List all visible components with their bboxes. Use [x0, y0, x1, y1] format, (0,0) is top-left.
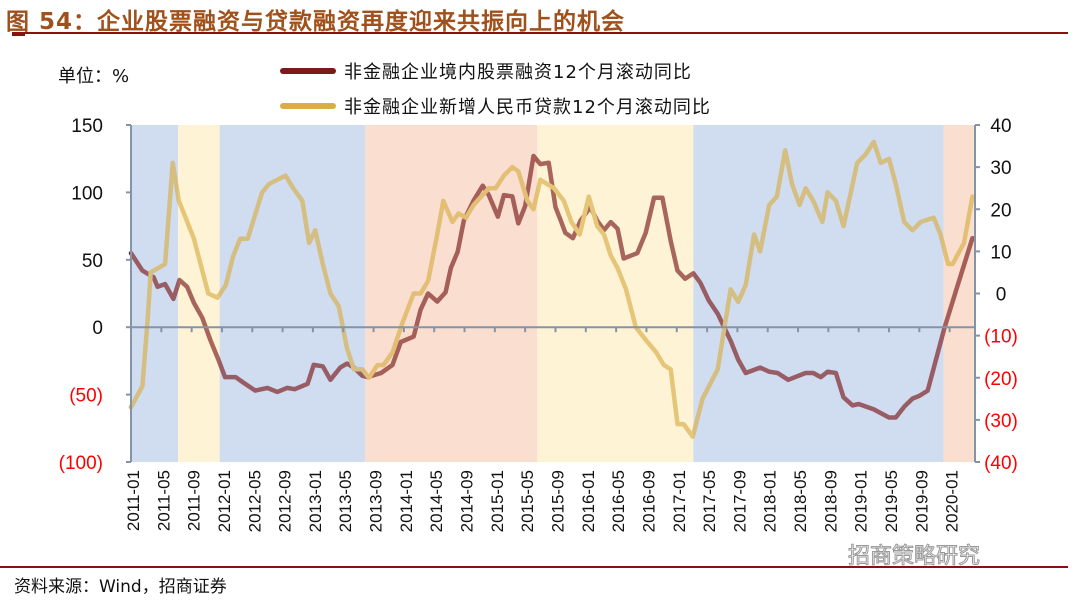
region-tint-pink: [365, 125, 538, 462]
right-tick-label: 10: [990, 242, 1011, 263]
right-tick-label: 30: [990, 158, 1011, 179]
x-tick-label: 2012-09: [276, 470, 295, 532]
x-tick-label: 2019-05: [882, 470, 901, 532]
region-tint-pink: [943, 125, 974, 462]
right-tick-label: (20): [984, 369, 1018, 390]
source-note: 资料来源：Wind，招商证券: [14, 577, 227, 597]
x-tick-label: 2016-05: [609, 470, 628, 532]
right-tick-label: (40): [984, 453, 1018, 474]
legend-label-stock: 非金融企业境内股票融资12个月滚动同比: [344, 62, 692, 83]
x-tick-label: 2014-01: [397, 470, 416, 532]
legend-label-loan: 非金融企业新增人民币贷款12个月滚动同比: [344, 97, 711, 118]
shaded-region-pink: [943, 125, 974, 462]
left-tick-label: 150: [71, 116, 103, 137]
x-tick-label: 2014-05: [427, 470, 446, 532]
region-tint-blue: [693, 125, 944, 462]
shaded-region-yellow: [537, 125, 694, 462]
title-divider-mark: [12, 34, 25, 36]
x-tick-label: 2019-01: [852, 470, 871, 532]
figure-title: 图 54：企业股票融资与贷款融资再度迎来共振向上的机会: [6, 9, 626, 35]
x-tick-label: 2016-01: [579, 470, 598, 532]
shaded-region-pink: [365, 125, 538, 462]
x-tick-label: 2013-05: [336, 470, 355, 532]
region-tint-yellow: [537, 125, 694, 462]
watermark: 招商策略研究: [847, 544, 981, 570]
x-tick-label: 2015-01: [488, 470, 507, 532]
left-tick-label: 100: [71, 183, 103, 204]
x-tick-label: 2011-09: [185, 470, 204, 531]
right-tick-label: 40: [990, 116, 1011, 137]
x-tick-label: 2016-09: [639, 470, 658, 532]
left-tick-label: (50): [69, 386, 103, 407]
series-line-loan: [128, 139, 975, 439]
series-line-stock: [128, 153, 975, 420]
x-tick-label: 2012-01: [215, 470, 234, 532]
left-tick-label: 0: [92, 318, 103, 339]
x-tick-label: 2017-09: [730, 470, 749, 532]
title-divider: [12, 32, 1068, 34]
shaded-region-blue: [219, 125, 366, 462]
legend-item-stock: 非金融企业境内股票融资12个月滚动同比: [280, 58, 692, 84]
x-tick-label: 2015-05: [518, 470, 537, 532]
legend-item-loan: 非金融企业新增人民币贷款12个月滚动同比: [280, 93, 711, 119]
left-tick-label: 50: [82, 251, 103, 272]
x-tick-label: 2015-09: [548, 470, 567, 532]
legend-swatch-stock: [280, 68, 336, 74]
unit-label: 单位：%: [58, 66, 130, 87]
right-tick-label: 20: [990, 200, 1011, 221]
x-tick-label: 2017-05: [700, 470, 719, 532]
x-tick-label: 2011-05: [154, 470, 173, 531]
region-tint-blue: [131, 125, 178, 462]
region-tint-blue: [219, 125, 366, 462]
x-tick-label: 2014-09: [458, 470, 477, 532]
x-tick-label: 2012-05: [245, 470, 264, 532]
x-tick-label: 2018-05: [791, 470, 810, 532]
x-tick-label: 2017-01: [670, 470, 689, 532]
right-tick-label: 0: [996, 285, 1007, 306]
right-tick-label: (30): [984, 411, 1018, 432]
x-tick-label: 2019-09: [912, 470, 931, 532]
x-tick-label: 2018-09: [821, 470, 840, 532]
region-tint-yellow: [177, 125, 220, 462]
left-tick-label: (100): [59, 453, 103, 474]
x-tick-label: 2013-09: [367, 470, 386, 532]
x-tick-label: 2018-01: [761, 470, 780, 532]
right-tick-label: (10): [984, 327, 1018, 348]
legend-swatch-loan: [280, 103, 336, 109]
bottom-divider: [0, 566, 1068, 568]
x-tick-label: 2011-01: [124, 470, 143, 531]
x-tick-label: 2020-01: [943, 470, 962, 532]
x-tick-label: 2013-01: [306, 470, 325, 532]
